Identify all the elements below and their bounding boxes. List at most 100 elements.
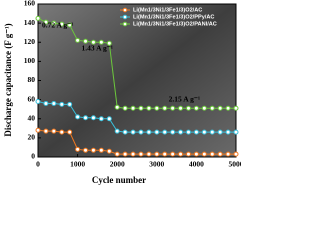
data-point xyxy=(185,129,191,135)
x-axis-label: Cycle number xyxy=(92,175,146,185)
data-point xyxy=(233,129,239,135)
data-point xyxy=(90,39,96,45)
data-point xyxy=(98,116,104,122)
plot-frame xyxy=(37,3,237,158)
data-point xyxy=(59,129,65,135)
data-point xyxy=(83,115,89,121)
legend-label: Li(Mn1/3Ni1/3Fe1/3)O2/PPy/AC xyxy=(133,14,214,20)
y-tick-label: 0 xyxy=(31,152,35,161)
y-tick-label: 20 xyxy=(28,133,36,142)
data-point xyxy=(130,129,136,135)
y-tick-label: 160 xyxy=(24,0,36,8)
data-point xyxy=(138,105,144,111)
data-point xyxy=(35,127,41,133)
data-point xyxy=(98,147,104,153)
y-tick-label: 80 xyxy=(28,75,36,84)
data-point xyxy=(75,114,81,120)
data-point xyxy=(185,105,191,111)
data-point xyxy=(162,105,168,111)
data-point xyxy=(122,105,128,111)
data-point xyxy=(225,105,231,111)
data-point xyxy=(225,129,231,135)
y-tick-label: 100 xyxy=(24,56,36,65)
data-point xyxy=(35,15,41,21)
data-point xyxy=(233,151,239,157)
data-point xyxy=(59,21,65,27)
data-point xyxy=(67,101,73,107)
x-tick-label: 3000 xyxy=(149,160,164,169)
data-point xyxy=(98,39,104,45)
x-tick-label: 2000 xyxy=(110,160,125,169)
data-point xyxy=(122,129,128,135)
legend-label: Li(Mn1/3Ni1/3Fe1/3)O2/PANI/AC xyxy=(133,21,217,27)
y-axis-label: Discharge capacitance (F g⁻¹) xyxy=(3,23,13,136)
data-point xyxy=(154,151,160,157)
data-point xyxy=(67,22,73,28)
data-point xyxy=(51,100,57,106)
data-point xyxy=(178,129,184,135)
data-point xyxy=(35,99,41,105)
data-point xyxy=(209,105,215,111)
x-tick-label: 0 xyxy=(36,160,40,169)
data-point xyxy=(51,128,57,134)
data-point xyxy=(217,151,223,157)
data-point xyxy=(90,115,96,121)
data-point xyxy=(201,105,207,111)
data-point xyxy=(90,147,96,153)
data-point xyxy=(178,151,184,157)
data-point xyxy=(59,101,65,107)
data-point xyxy=(114,151,120,157)
data-point xyxy=(201,151,207,157)
data-point xyxy=(162,129,168,135)
data-point xyxy=(209,129,215,135)
y-tick-label: 40 xyxy=(28,113,36,122)
chart: Cycle number Discharge capacitance (F g⁻… xyxy=(3,0,242,185)
data-point xyxy=(75,37,81,43)
data-point xyxy=(217,105,223,111)
data-point xyxy=(170,129,176,135)
legend-label: Li(Mn1/3Ni1/3Fe1/3)O2/AC xyxy=(133,7,202,13)
data-point xyxy=(106,40,112,46)
data-point xyxy=(185,151,191,157)
data-point xyxy=(83,38,89,44)
data-point xyxy=(193,105,199,111)
data-point xyxy=(154,105,160,111)
x-tick-label: 4000 xyxy=(189,160,204,169)
data-point xyxy=(130,105,136,111)
data-point xyxy=(114,104,120,110)
data-point xyxy=(162,151,168,157)
data-point xyxy=(201,129,207,135)
y-tick-label: 120 xyxy=(24,37,36,46)
data-point xyxy=(138,151,144,157)
data-point xyxy=(43,100,49,106)
x-tick-label: 1000 xyxy=(70,160,85,169)
data-point xyxy=(225,151,231,157)
annotation: 0.72 A g⁻¹ xyxy=(42,21,73,30)
y-tick-label: 140 xyxy=(24,18,36,27)
data-point xyxy=(75,146,81,152)
legend-marker xyxy=(122,14,128,20)
data-point xyxy=(106,116,112,122)
data-point xyxy=(106,148,112,154)
data-point xyxy=(146,151,152,157)
data-point xyxy=(170,105,176,111)
y-tick-label: 60 xyxy=(28,94,36,103)
data-point xyxy=(138,129,144,135)
data-point xyxy=(146,129,152,135)
data-point xyxy=(67,129,73,135)
data-point xyxy=(209,151,215,157)
data-point xyxy=(193,129,199,135)
data-point xyxy=(217,129,223,135)
data-point xyxy=(43,19,49,25)
data-point xyxy=(193,151,199,157)
data-point xyxy=(83,147,89,153)
data-point xyxy=(114,128,120,134)
data-point xyxy=(122,151,128,157)
data-point xyxy=(43,128,49,134)
data-point xyxy=(233,105,239,111)
data-point xyxy=(170,151,176,157)
legend-marker xyxy=(122,7,128,13)
data-point xyxy=(130,151,136,157)
data-point xyxy=(146,105,152,111)
